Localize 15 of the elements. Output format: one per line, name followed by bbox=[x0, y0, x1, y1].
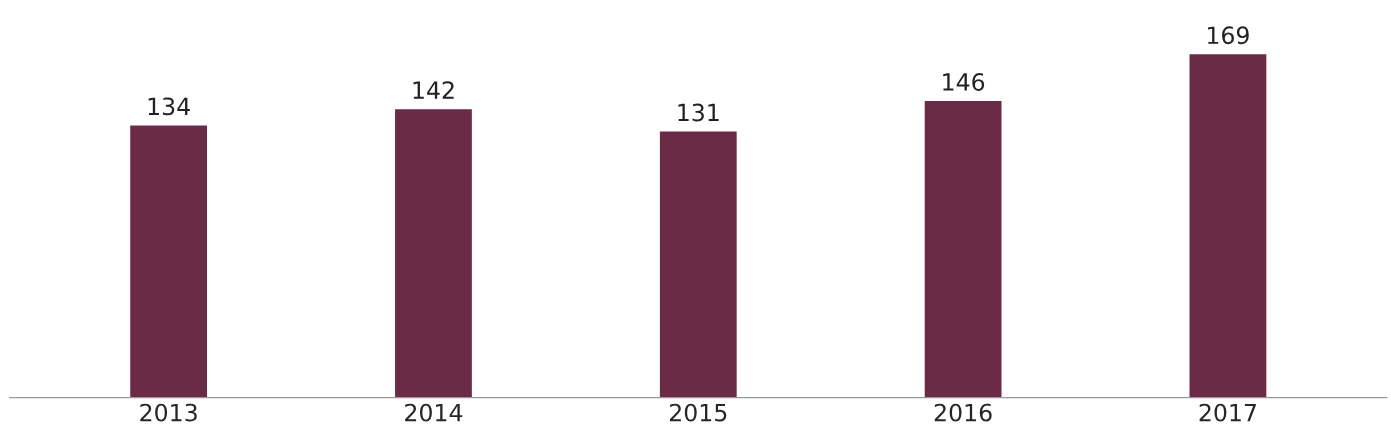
x-tick-label: 2017 bbox=[1199, 403, 1256, 422]
bar bbox=[924, 101, 1002, 398]
bar bbox=[659, 131, 737, 398]
data-label: 131 bbox=[678, 103, 719, 122]
bar bbox=[395, 109, 472, 398]
data-label: 134 bbox=[148, 97, 190, 116]
data-label: 146 bbox=[943, 73, 985, 91]
data-label: 169 bbox=[1207, 26, 1249, 45]
x-tick-label: 2015 bbox=[669, 403, 727, 422]
x-tick-label: 2014 bbox=[405, 403, 463, 422]
data-label: 142 bbox=[413, 81, 454, 99]
x-tick-label: 2013 bbox=[140, 403, 197, 422]
x-tick-label: 2016 bbox=[934, 403, 992, 422]
bar bbox=[130, 125, 208, 398]
bar bbox=[1189, 54, 1267, 398]
